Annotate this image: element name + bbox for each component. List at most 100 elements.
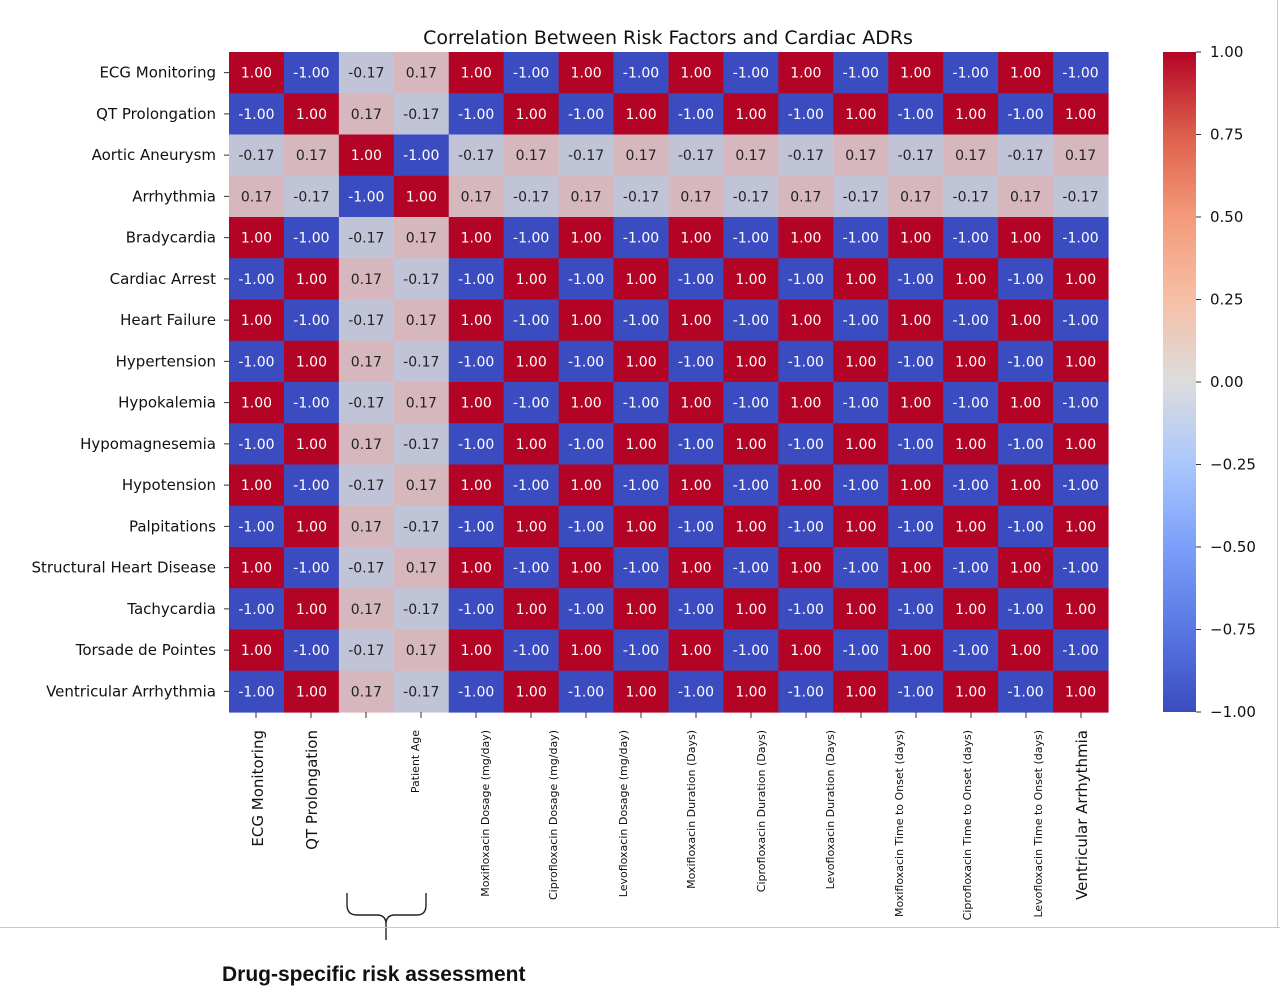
- cell-value-label: -1.00: [843, 313, 879, 329]
- heatmap-cell: [943, 52, 999, 94]
- heatmap-cell: [668, 423, 725, 466]
- heatmap-cell: [229, 134, 285, 177]
- heatmap-cell: [283, 340, 340, 383]
- heatmap-cell: [503, 340, 560, 383]
- cell-value-label: 1.00: [1065, 437, 1096, 453]
- cell-value-label: -0.17: [1062, 189, 1098, 205]
- heatmap-cell: [448, 588, 505, 631]
- heatmap-cell: [668, 340, 725, 383]
- heatmap-cell: [888, 464, 944, 507]
- cell-value-label: 1.00: [1010, 478, 1041, 494]
- cell-value-label: -0.17: [403, 107, 439, 123]
- heatmap-cell: [338, 423, 395, 466]
- cell-value-label: 1.00: [900, 313, 931, 329]
- heatmap-cell: [283, 382, 340, 424]
- cell-value-label: -1.00: [953, 313, 989, 329]
- heatmap-cell: [888, 217, 944, 259]
- cell-value-label: 1.00: [1065, 272, 1096, 288]
- heatmap-cell: [833, 258, 889, 301]
- cell-value-label: 1.00: [625, 684, 656, 700]
- cell-value-label: 1.00: [845, 354, 876, 370]
- cell-value-label: 1.00: [241, 643, 272, 659]
- heatmap-cell: [613, 258, 670, 301]
- cell-value-label: -1.00: [568, 684, 604, 700]
- cell-value-label: -1.00: [1062, 478, 1098, 494]
- cell-value-label: -1.00: [513, 66, 549, 82]
- row-label: Arrhythmia: [132, 187, 216, 205]
- heatmap-cell: [943, 299, 999, 342]
- cell-value-label: -0.17: [898, 148, 934, 164]
- cell-value-label: 1.00: [1010, 643, 1041, 659]
- heatmap-cell: [1053, 52, 1109, 94]
- cell-value-label: 0.17: [406, 396, 437, 412]
- heatmap-cell: [613, 423, 670, 466]
- cell-value-label: 1.00: [516, 602, 547, 618]
- cell-value-label: -0.17: [678, 148, 714, 164]
- heatmap-cell: [723, 299, 779, 342]
- cell-value-label: 1.00: [296, 437, 327, 453]
- heatmap-cell: [558, 505, 615, 548]
- heatmap-cell: [833, 93, 889, 136]
- heatmap-cell: [338, 134, 395, 177]
- heatmap-cell: [448, 340, 505, 383]
- cell-value-label: 1.00: [845, 107, 876, 123]
- figure-right-border: [1277, 0, 1278, 928]
- heatmap-cell: [888, 340, 944, 383]
- heatmap-cell: [448, 299, 505, 342]
- row-label: QT Prolongation: [96, 105, 216, 123]
- cell-value-label: 1.00: [461, 643, 492, 659]
- heatmap-cell: [833, 670, 889, 713]
- cell-value-label: -0.17: [403, 354, 439, 370]
- column-label: QT Prolongation: [303, 730, 321, 850]
- cell-value-label: -1.00: [678, 107, 714, 123]
- colorbar-tick-label: 1.00: [1210, 43, 1243, 61]
- heatmap-cell: [393, 505, 450, 548]
- heatmap-cell: [998, 93, 1054, 136]
- heatmap-cell: [558, 464, 615, 507]
- cell-value-label: -1.00: [568, 272, 604, 288]
- cell-value-label: -0.17: [513, 189, 549, 205]
- cell-value-label: 1.00: [735, 107, 766, 123]
- heatmap-cell: [888, 423, 944, 466]
- heatmap-cell: [448, 93, 505, 136]
- heatmap-cell: [393, 93, 450, 136]
- heatmap-cell: [613, 93, 670, 136]
- row-label: Hypokalemia: [118, 394, 216, 412]
- colorbar-tick-label: −0.25: [1210, 456, 1256, 474]
- heatmap-cell: [778, 299, 834, 342]
- heatmap-cell: [668, 258, 725, 301]
- heatmap-cell: [393, 423, 450, 466]
- cell-value-label: -1.00: [623, 313, 659, 329]
- heatmap-cell: [723, 93, 779, 136]
- heatmap-cell: [778, 629, 834, 672]
- heatmap-cell: [338, 382, 395, 424]
- cell-value-label: 1.00: [461, 231, 492, 247]
- cell-value-label: -1.00: [953, 66, 989, 82]
- heatmap-cell: [283, 134, 340, 177]
- heatmap-cell: [998, 547, 1054, 589]
- heatmap-cell: [888, 629, 944, 672]
- colorbar-tick-label: −1.00: [1210, 703, 1256, 721]
- cell-value-label: 1.00: [1010, 561, 1041, 577]
- cell-value-label: -1.00: [623, 478, 659, 494]
- cell-value-label: -1.00: [1062, 396, 1098, 412]
- cell-value-label: 1.00: [241, 396, 272, 412]
- heatmap-cell: [503, 588, 560, 631]
- cell-value-label: 1.00: [680, 396, 711, 412]
- heatmap-cell: [393, 52, 450, 94]
- row-label: Hypertension: [116, 352, 216, 370]
- cell-value-label: 1.00: [845, 519, 876, 535]
- heatmap-cell: [613, 134, 670, 177]
- cell-value-label: 1.00: [625, 519, 656, 535]
- colorbar-tick-label: 0.50: [1210, 208, 1243, 226]
- cell-value-label: 0.17: [351, 107, 382, 123]
- cell-value-label: 0.17: [406, 231, 437, 247]
- cell-value-label: 1.00: [571, 396, 602, 412]
- heatmap-cell: [338, 340, 395, 383]
- heatmap-cell: [833, 588, 889, 631]
- heatmap-cell: [943, 382, 999, 424]
- heatmap-cell: [393, 547, 450, 589]
- cell-value-label: 0.17: [955, 148, 986, 164]
- heatmap-cell: [723, 670, 779, 713]
- heatmap-cell: [668, 299, 725, 342]
